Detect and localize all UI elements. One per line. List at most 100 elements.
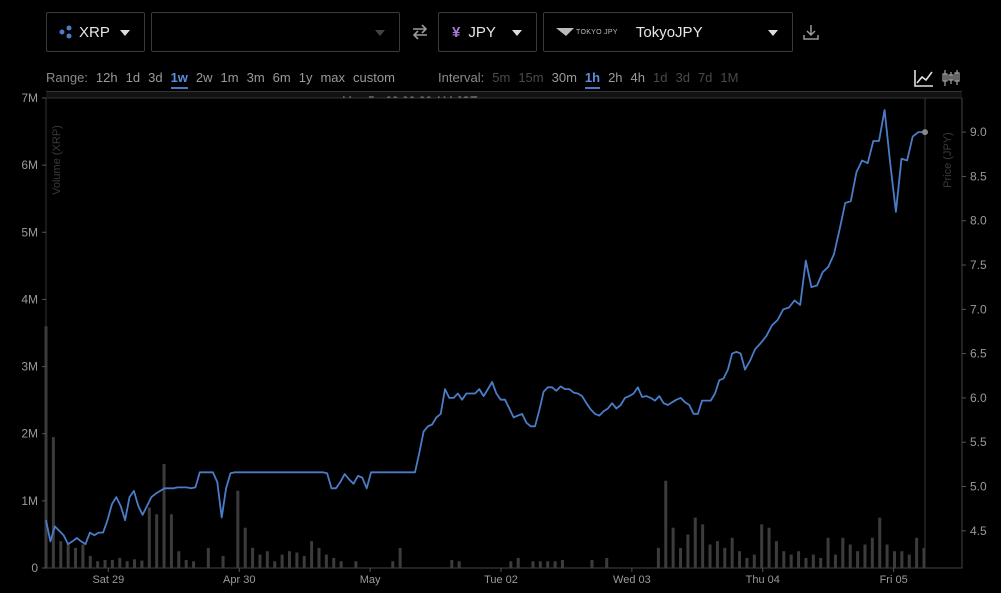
volume-bar <box>391 561 395 568</box>
volume-bar <box>273 561 277 568</box>
y-right-tick-label: 5.5 <box>970 435 987 449</box>
volume-bar <box>922 547 926 568</box>
base-currency-select[interactable]: XRP <box>46 12 145 52</box>
volume-bar <box>221 555 225 568</box>
volume-bar <box>686 534 690 568</box>
interval-option-1d[interactable]: 1d <box>653 70 668 85</box>
volume-bar <box>560 559 564 568</box>
volume-bar <box>177 551 181 568</box>
volume-bar <box>236 490 240 568</box>
interval-option-3d[interactable]: 3d <box>675 70 690 85</box>
volume-bar <box>450 559 454 568</box>
volume-bar <box>708 544 712 568</box>
volume-bar <box>74 547 78 568</box>
range-option-1m[interactable]: 1m <box>220 70 239 85</box>
candlestick-chart-icon[interactable] <box>940 68 962 88</box>
volume-bar <box>81 544 85 568</box>
interval-option-4h[interactable]: 4h <box>630 70 646 85</box>
volume-bar <box>789 554 793 568</box>
range-option-3m[interactable]: 3m <box>246 70 265 85</box>
range-option-max[interactable]: max <box>320 70 346 85</box>
y-left-tick-label: 6M <box>21 158 38 172</box>
range-option-3d[interactable]: 3d <box>148 70 163 85</box>
volume-bar <box>782 551 786 568</box>
volume-bar <box>804 557 808 568</box>
volume-bar <box>96 561 100 568</box>
exchange-select[interactable]: TOKYO JPY TokyoJPY <box>543 12 793 52</box>
volume-bar <box>715 541 719 568</box>
volume-bar <box>701 524 705 568</box>
volume-bar <box>140 560 144 568</box>
download-icon[interactable] <box>801 22 821 42</box>
y-right-tick-label: 8.0 <box>970 214 987 228</box>
range-option-1w[interactable]: 1w <box>170 70 188 89</box>
interval-option-30m[interactable]: 30m <box>551 70 577 85</box>
info-date: May 5 · 09:00:00 AM JST <box>342 94 478 108</box>
interval-option-5m[interactable]: 5m <box>492 70 511 85</box>
secondary-select[interactable] <box>151 12 400 52</box>
volume-bar <box>324 554 328 568</box>
volume-bar <box>59 541 63 568</box>
volume-bar <box>797 551 801 568</box>
interval-option-1M[interactable]: 1M <box>720 70 739 85</box>
y-right-tick-label: 5.0 <box>970 479 987 493</box>
volume-bar <box>287 551 291 568</box>
y-left-axis-title: Volume (XRP) <box>51 125 63 195</box>
volume-bar <box>774 541 778 568</box>
swap-icon[interactable] <box>410 22 430 42</box>
volume-bar <box>184 559 188 568</box>
x-tick-label: Sat 29 <box>92 574 124 586</box>
y-left-tick-label: 3M <box>21 360 38 374</box>
volume-bar <box>752 554 756 568</box>
y-left-tick-label: 5M <box>21 225 38 239</box>
volume-bar <box>671 527 675 568</box>
interval-selector: Interval: 5m 15m 30m 1h 2h 4h 1d 3d 7d 1M <box>438 70 742 89</box>
chevron-down-icon <box>120 30 130 36</box>
volume-bar <box>531 561 535 568</box>
volume-bar <box>907 554 911 568</box>
volume-bar <box>693 517 697 568</box>
volume-bar <box>590 559 594 568</box>
line-chart-icon[interactable] <box>913 68 935 88</box>
interval-option-2h[interactable]: 2h <box>608 70 623 85</box>
volume-bar <box>302 555 306 568</box>
volume-bar <box>44 326 48 568</box>
volume-bar <box>885 544 889 568</box>
volume-bar <box>192 561 196 568</box>
volume-bar <box>162 463 166 568</box>
x-tick-label: Wed 03 <box>613 574 651 586</box>
volume-bar <box>310 541 314 568</box>
volume-bar <box>878 517 882 568</box>
range-option-6m[interactable]: 6m <box>272 70 291 85</box>
interval-option-7d[interactable]: 7d <box>697 70 713 85</box>
yen-icon: ¥ <box>452 23 461 41</box>
range-option-1d[interactable]: 1d <box>125 70 141 85</box>
range-option-custom[interactable]: custom <box>353 70 395 85</box>
volume-bar <box>169 514 173 568</box>
interval-option-1h[interactable]: 1h <box>584 70 601 89</box>
y-right-tick-label: 4.5 <box>970 524 987 538</box>
volume-bar <box>915 537 919 568</box>
volume-bar <box>339 561 343 568</box>
volume-bar <box>295 552 299 568</box>
volume-bar <box>509 561 513 568</box>
y-right-tick-label: 8.5 <box>970 169 987 183</box>
x-tick-label: Thu 04 <box>746 574 780 586</box>
volume-bar <box>900 551 904 568</box>
range-option-2w[interactable]: 2w <box>195 70 213 85</box>
volume-bar <box>760 524 764 568</box>
volume-bar <box>280 554 284 568</box>
y-right-tick-label: 7.0 <box>970 302 987 316</box>
chevron-down-icon <box>512 30 522 36</box>
range-option-1y[interactable]: 1y <box>298 70 313 85</box>
volume-bar <box>819 557 823 568</box>
volume-bar <box>103 559 107 568</box>
range-option-12h[interactable]: 12h <box>95 70 118 85</box>
quote-currency-select[interactable]: ¥ JPY <box>438 12 537 52</box>
y-right-tick-label: 7.5 <box>970 258 987 272</box>
interval-option-15m[interactable]: 15m <box>518 70 544 85</box>
volume-bar <box>738 551 742 568</box>
volume-bar <box>206 547 210 568</box>
volume-bar <box>243 527 247 568</box>
